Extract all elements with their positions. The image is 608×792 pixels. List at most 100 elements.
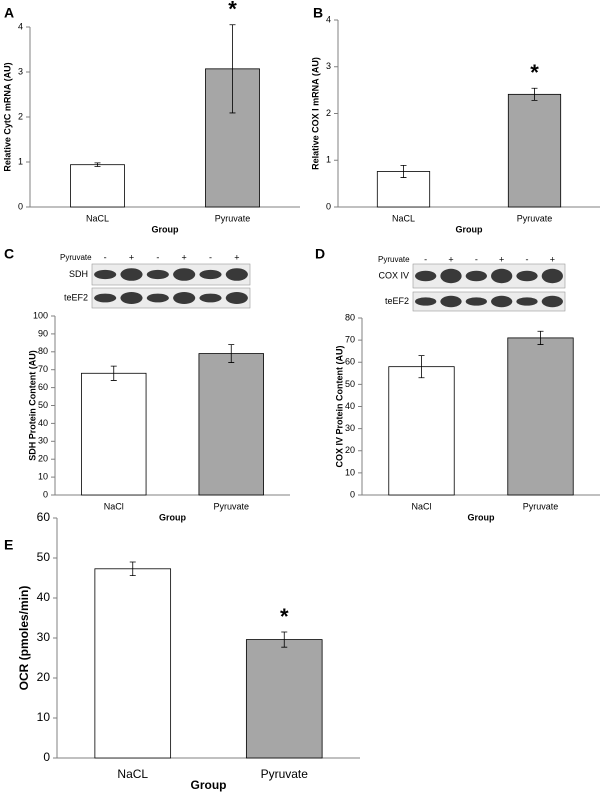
bar	[70, 164, 125, 208]
significance-marker: *	[280, 604, 289, 629]
error-bar	[94, 162, 101, 167]
blot-band	[94, 293, 117, 303]
y-tick-label: 60	[37, 510, 51, 524]
y-tick-label: 40	[345, 401, 355, 411]
x-axis-label: Group	[159, 512, 186, 522]
y-tick-label: 1	[18, 156, 23, 166]
y-axis-label: COX IV Protein Content (AU)	[334, 346, 344, 468]
blot-lane: +	[234, 252, 239, 262]
blot-lane: +	[550, 254, 555, 264]
y-tick-label: 0	[350, 489, 355, 499]
y-tick-label: 30	[38, 436, 48, 446]
y-tick-label: 30	[345, 423, 355, 433]
blot-row-label: teEF2	[385, 296, 409, 306]
x-axis-label: Group	[468, 512, 495, 522]
blot-lane: +	[129, 252, 134, 262]
y-tick-label: 10	[345, 467, 355, 477]
blot-band	[415, 297, 437, 306]
x-tick-label: Pyruvate	[215, 213, 251, 223]
y-tick-label: 50	[345, 379, 355, 389]
blot-band	[120, 268, 143, 281]
y-axis-label: Relative CytC mRNA (AU)	[2, 62, 12, 171]
x-axis-label: Group	[152, 224, 179, 234]
y-tick-label: 2	[18, 111, 23, 121]
y-tick-label: 30	[37, 630, 51, 644]
x-axis-label: Group	[191, 778, 227, 792]
y-tick-label: 70	[345, 335, 355, 345]
bar	[81, 372, 147, 496]
blot-band	[465, 270, 487, 282]
y-tick-label: 80	[345, 312, 355, 322]
y-tick-label: 10	[38, 471, 48, 481]
blot-band	[146, 293, 169, 303]
y-axis-label: SDH Protein Content (AU)	[27, 350, 37, 461]
y-tick-label: 2	[326, 108, 331, 118]
bar	[94, 568, 172, 759]
x-tick-label: Pyruvate	[523, 501, 559, 511]
y-tick-label: 10	[37, 710, 51, 724]
y-tick-label: 20	[345, 445, 355, 455]
y-tick-label: 0	[18, 201, 23, 211]
blot-band	[225, 268, 248, 281]
blot-treatment: Pyruvate	[60, 253, 92, 262]
panel-label: C	[4, 246, 14, 262]
y-tick-label: 50	[38, 400, 48, 410]
blot-band	[415, 270, 437, 282]
y-tick-label: 60	[38, 382, 48, 392]
blot-row-label: teEF2	[64, 292, 88, 302]
x-tick-label: Pyruvate	[261, 767, 309, 781]
y-tick-label: 40	[37, 590, 51, 604]
error-bar	[418, 355, 425, 379]
error-bar	[400, 164, 407, 178]
blot-band	[541, 268, 563, 284]
panel-label: B	[313, 5, 323, 21]
blot-band	[440, 295, 462, 308]
y-tick-label: 0	[326, 201, 331, 211]
y-tick-label: 0	[43, 489, 48, 499]
bar	[507, 93, 562, 208]
error-bar	[531, 87, 538, 101]
bar	[245, 639, 323, 759]
error-bar	[281, 631, 288, 648]
blot-band	[491, 268, 513, 284]
blot-band	[120, 292, 143, 304]
y-tick-label: 50	[37, 550, 51, 564]
blot-band	[173, 268, 196, 281]
blot-row-label: COX IV	[378, 270, 409, 280]
blot-lane: +	[499, 254, 504, 264]
y-tick-label: 3	[326, 61, 331, 71]
x-tick-label: Pyruvate	[213, 501, 249, 511]
x-tick-label: NaCL	[86, 213, 109, 223]
x-axis-label: Group	[456, 224, 483, 234]
blot-lane: -	[209, 252, 212, 262]
y-tick-label: 90	[38, 328, 48, 338]
y-axis-label: Relative COX I mRNA (AU)	[310, 57, 320, 170]
y-axis-label: OCR (pmoles/min)	[17, 586, 31, 691]
blot-band	[146, 269, 169, 280]
blot-band	[199, 293, 222, 303]
blot-row-label: SDH	[69, 269, 88, 279]
y-tick-label: 0	[43, 750, 50, 764]
error-bar	[229, 24, 236, 114]
blot-band	[173, 292, 196, 304]
error-bar	[228, 344, 235, 363]
y-tick-label: 100	[33, 310, 48, 320]
blot-band	[94, 269, 117, 280]
y-tick-label: 4	[326, 14, 331, 24]
blot-band	[516, 297, 538, 306]
blot-strip	[412, 263, 566, 289]
blot-band	[491, 295, 513, 308]
panel-label: A	[4, 5, 14, 21]
blot-band	[225, 292, 248, 304]
blot-lane: -	[526, 254, 529, 264]
significance-marker: *	[228, 0, 237, 22]
bar	[388, 366, 455, 496]
y-tick-label: 70	[38, 364, 48, 374]
blot-lane: -	[424, 254, 427, 264]
y-tick-label: 40	[38, 418, 48, 428]
blot-lane: +	[448, 254, 453, 264]
blot-band	[541, 295, 563, 308]
panel-label: E	[4, 537, 13, 553]
bar	[507, 337, 574, 496]
